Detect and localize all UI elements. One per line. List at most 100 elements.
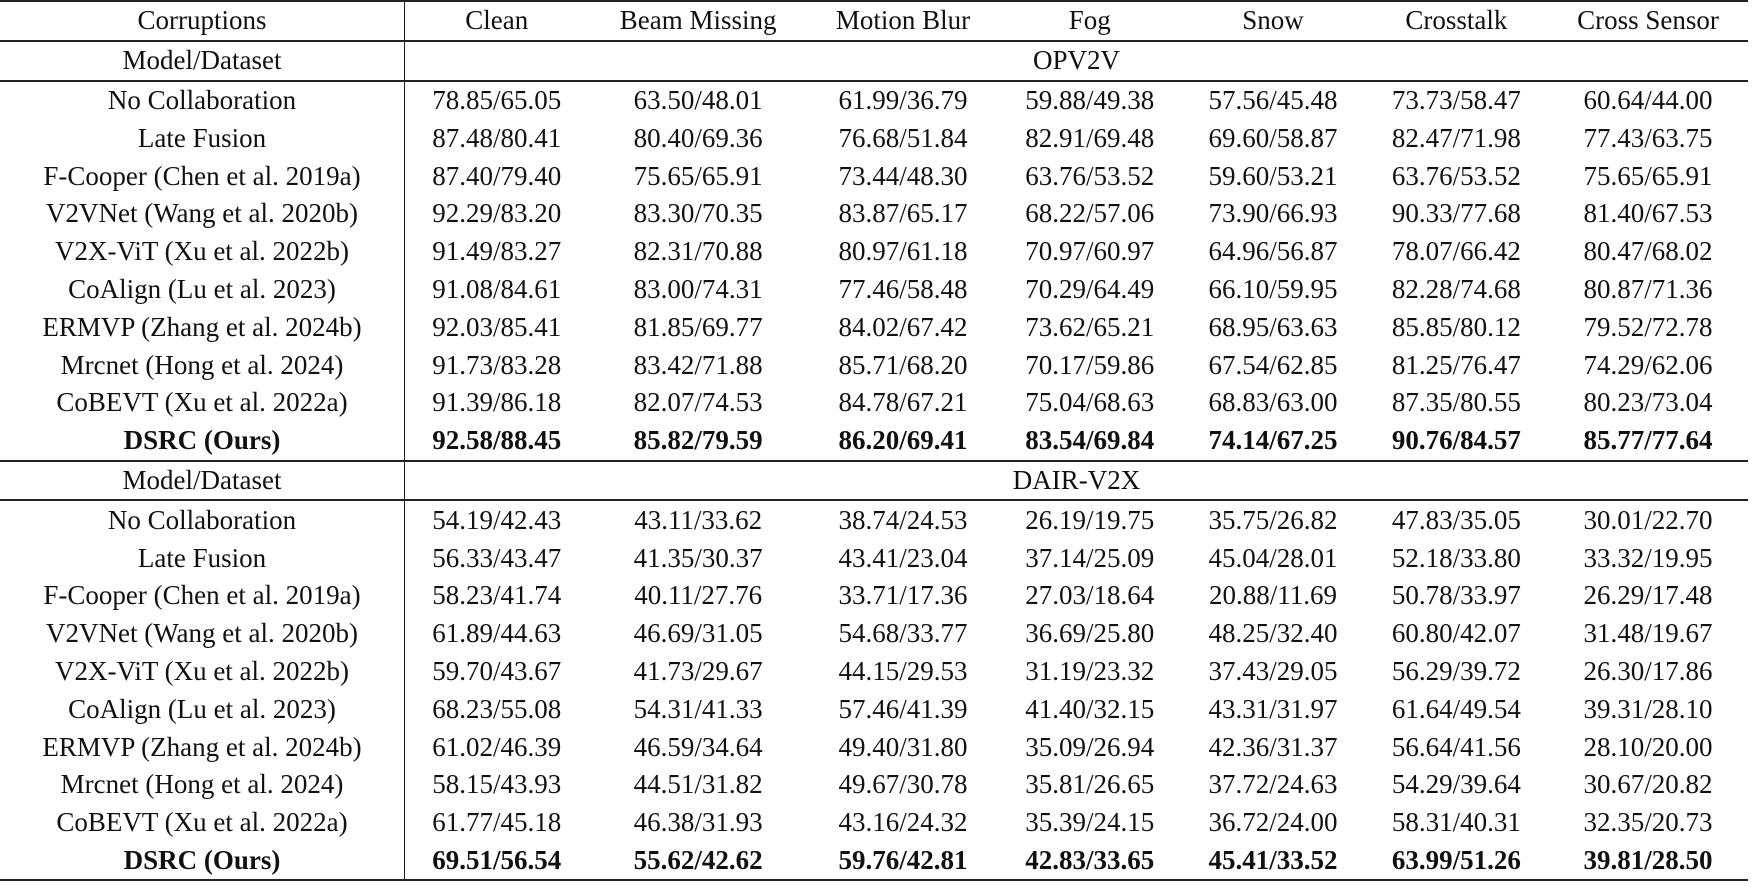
table-row: CoBEVT (Xu et al. 2022a) 61.77/45.18 46.38… (0, 803, 1748, 842)
metric-cell: 46.38/31.93 (633, 807, 763, 838)
metric-cell: 84.78/67.21 (838, 387, 968, 418)
table-row: CoBEVT (Xu et al. 2022a) 91.39/86.18 82.07… (0, 383, 1748, 422)
metric-cell: 35.39/24.15 (1025, 807, 1155, 838)
metric-cell: 57.56/45.48 (1208, 84, 1338, 115)
metric-cell: 44.15/29.53 (838, 655, 968, 686)
model-name: F-Cooper (Chen et al. 2019a) (0, 576, 405, 615)
metric-cell: 82.91/69.48 (1025, 122, 1155, 153)
metric-cell: 49.40/31.80 (838, 731, 968, 762)
metric-cell: 43.16/24.32 (838, 807, 968, 838)
metric-cell: 56.33/43.47 (432, 542, 562, 573)
metric-cell: 59.88/49.38 (1025, 84, 1155, 115)
table-row: Mrcnet (Hong et al. 2024) 58.15/43.93 44.5… (0, 765, 1748, 804)
metric-cell: 55.62/42.62 (588, 841, 808, 882)
model-name: DSRC (Ours) (0, 421, 405, 461)
model-name: CoAlign (Lu et al. 2023) (0, 270, 405, 309)
table-row: CoAlign (Lu et al. 2023) 91.08/84.61 83.00… (0, 270, 1748, 309)
column-header-snow: Snow (1181, 0, 1365, 42)
metric-cell: 91.49/83.27 (432, 236, 562, 267)
metric-cell: 92.29/83.20 (432, 198, 562, 229)
metric-cell: 30.01/22.70 (1583, 504, 1713, 535)
model-name: DSRC (Ours) (0, 841, 405, 882)
metric-cell: 84.02/67.42 (838, 311, 968, 342)
metric-cell: 73.44/48.30 (838, 160, 968, 191)
metric-cell: 86.20/69.41 (838, 425, 968, 456)
metric-cell: 83.42/71.88 (633, 349, 763, 380)
metric-cell: 85.71/68.20 (838, 349, 968, 380)
metric-cell: 46.59/34.64 (633, 731, 763, 762)
metric-cell: 64.96/56.87 (1208, 236, 1338, 267)
metric-cell: 56.64/41.56 (1391, 731, 1521, 762)
metric-cell: 33.32/19.95 (1583, 542, 1713, 573)
metric-cell: 36.72/24.00 (1208, 807, 1338, 838)
metric-cell: 68.23/55.08 (432, 693, 562, 724)
metric-cell: 81.25/76.47 (1391, 349, 1521, 380)
metric-cell: 61.64/49.54 (1391, 693, 1521, 724)
metric-cell: 58.23/41.74 (432, 580, 562, 611)
metric-cell: 83.00/74.31 (633, 273, 763, 304)
metric-cell: 63.50/48.01 (633, 84, 763, 115)
metric-cell: 73.62/65.21 (1025, 311, 1155, 342)
metric-cell: 46.69/31.05 (633, 618, 763, 649)
model-name: No Collaboration (0, 80, 405, 120)
metric-cell: 42.83/33.65 (998, 841, 1182, 882)
dataset-header-row: Model/Dataset OPV2V (0, 40, 1748, 82)
metric-cell: 87.48/80.41 (432, 122, 562, 153)
metric-cell: 68.95/63.63 (1208, 311, 1338, 342)
metric-cell: 82.28/74.68 (1391, 273, 1521, 304)
metric-cell: 83.30/70.35 (633, 198, 763, 229)
metric-cell: 37.14/25.09 (1025, 542, 1155, 573)
metric-cell: 66.10/59.95 (1208, 273, 1338, 304)
metric-cell: 26.29/17.48 (1583, 580, 1713, 611)
model-name: F-Cooper (Chen et al. 2019a) (0, 157, 405, 195)
dataset-header-row: Model/Dataset DAIR-V2X (0, 459, 1748, 502)
table-row: V2X-ViT (Xu et al. 2022b) 59.70/43.67 41.7… (0, 652, 1748, 691)
metric-cell: 82.47/71.98 (1391, 122, 1521, 153)
table-row: F-Cooper (Chen et al. 2019a) 58.23/41.74 4… (0, 576, 1748, 615)
metric-cell: 42.36/31.37 (1208, 731, 1338, 762)
metric-cell: 39.81/28.50 (1548, 841, 1748, 882)
table-row: No Collaboration 54.19/42.43 43.11/33.62 38… (0, 500, 1748, 540)
metric-cell: 91.08/84.61 (432, 273, 562, 304)
corner-header: Corruptions (0, 0, 405, 42)
metric-cell: 63.99/51.26 (1364, 841, 1549, 882)
metric-cell: 77.46/58.48 (838, 273, 968, 304)
metric-cell: 52.18/33.80 (1391, 542, 1521, 573)
metric-cell: 40.11/27.76 (634, 580, 763, 611)
row-header-label: Model/Dataset (0, 459, 405, 502)
metric-cell: 85.82/79.59 (633, 425, 763, 456)
metric-cell: 76.68/51.84 (838, 122, 968, 153)
model-name: CoBEVT (Xu et al. 2022a) (0, 383, 405, 422)
metric-cell: 67.54/62.85 (1208, 349, 1338, 380)
table-row: CoAlign (Lu et al. 2023) 68.23/55.08 54.31… (0, 690, 1748, 729)
metric-cell: 80.97/61.18 (838, 236, 968, 267)
metric-cell: 36.69/25.80 (1025, 618, 1155, 649)
column-header-beam-missing: Beam Missing (588, 0, 808, 42)
model-name: Mrcnet (Hong et al. 2024) (0, 346, 405, 384)
metric-cell: 48.25/32.40 (1208, 618, 1338, 649)
metric-cell: 31.48/19.67 (1583, 618, 1713, 649)
metric-cell: 69.51/56.54 (404, 841, 589, 882)
metric-cell: 87.40/79.40 (432, 160, 562, 191)
metric-cell: 44.51/31.82 (633, 769, 763, 800)
metric-cell: 60.80/42.07 (1391, 618, 1521, 649)
table-row: DSRC (Ours) 69.51/56.54 55.62/42.62 59.76/4… (0, 841, 1748, 882)
metric-cell: 81.40/67.53 (1583, 198, 1713, 229)
model-name: V2X-ViT (Xu et al. 2022b) (0, 652, 405, 691)
column-header-crosstalk: Crosstalk (1364, 0, 1549, 42)
metric-cell: 80.87/71.36 (1583, 273, 1713, 304)
metric-cell: 56.29/39.72 (1391, 655, 1521, 686)
table-row: F-Cooper (Chen et al. 2019a) 87.40/79.40 7… (0, 157, 1748, 195)
metric-cell: 75.65/65.91 (633, 160, 763, 191)
model-name: V2VNet (Wang et al. 2020b) (0, 194, 405, 233)
column-header-fog: Fog (998, 0, 1182, 42)
metric-cell: 80.47/68.02 (1583, 236, 1713, 267)
metric-cell: 63.76/53.52 (1391, 160, 1521, 191)
metric-cell: 26.19/19.75 (1025, 504, 1155, 535)
metric-cell: 26.30/17.86 (1583, 655, 1713, 686)
metric-cell: 54.31/41.33 (633, 693, 763, 724)
metric-cell: 92.03/85.41 (432, 311, 562, 342)
metric-cell: 61.89/44.63 (432, 618, 562, 649)
model-name: Late Fusion (0, 119, 405, 158)
